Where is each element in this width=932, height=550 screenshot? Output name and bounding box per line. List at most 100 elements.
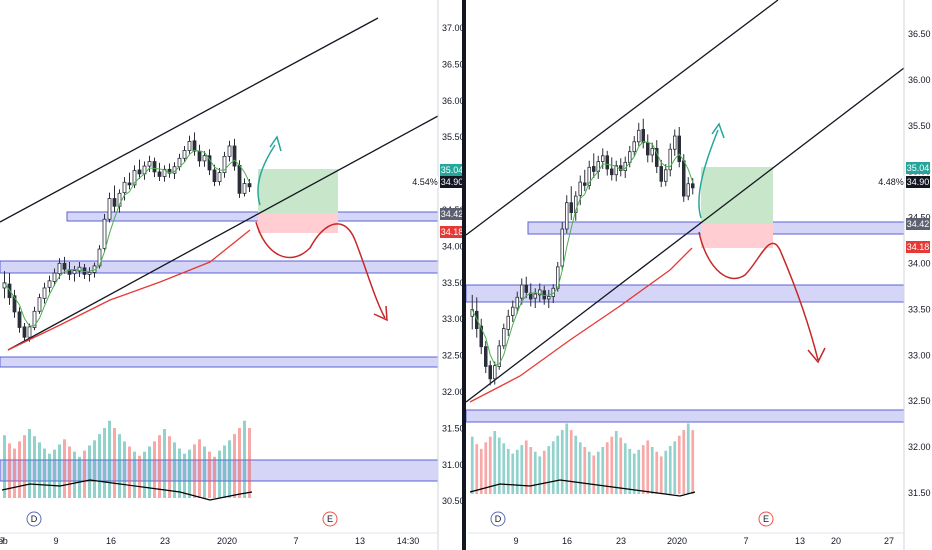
candle	[533, 293, 538, 299]
time-tick-label: 9	[513, 536, 518, 546]
left-chart-pane: 37.0036.5036.0035.5035.0034.5034.0033.50…	[0, 0, 465, 550]
volume-bar	[3, 435, 6, 498]
volume-bar	[574, 435, 578, 494]
stop-price-label: 34.18	[907, 242, 930, 252]
volume-bar	[213, 456, 216, 498]
volume-bar	[18, 441, 21, 498]
candle	[587, 166, 592, 186]
volume-bar	[138, 455, 141, 498]
volume-bar	[128, 446, 131, 498]
lower-trend-line	[7, 115, 439, 351]
candle	[520, 284, 524, 299]
candle	[27, 326, 32, 338]
candle	[192, 140, 197, 152]
fast-moving-average	[471, 141, 694, 365]
time-tick-label: 16	[562, 536, 572, 546]
candle	[17, 311, 22, 328]
last-pct-box	[412, 176, 438, 188]
volume-bar	[133, 451, 136, 498]
candle	[524, 284, 529, 293]
take-profit-price-tag	[906, 162, 930, 174]
volume-bar	[619, 437, 623, 494]
volume-bar	[533, 451, 537, 494]
volume-bar	[63, 439, 66, 498]
candle	[637, 129, 641, 143]
candle	[237, 165, 242, 194]
time-tick-label: 23	[160, 536, 170, 546]
candle	[565, 202, 569, 230]
volume-moving-average	[469, 479, 696, 497]
volume-bar	[650, 447, 654, 494]
volume-bar	[123, 441, 126, 498]
candle	[52, 272, 57, 282]
volume-bar	[641, 445, 645, 494]
candle	[682, 160, 686, 197]
price-tick-label: 32.50	[908, 396, 931, 406]
candle	[632, 141, 637, 153]
price-tick-label: 34.00	[908, 259, 931, 269]
event-marker-label: E	[327, 514, 333, 524]
price-tick-label: 32.00	[442, 387, 465, 397]
candle	[187, 141, 192, 151]
volume-bar	[38, 442, 41, 498]
event-marker	[26, 511, 42, 527]
pane-divider	[462, 0, 466, 550]
candle	[479, 325, 483, 348]
lower-trend-line	[465, 67, 905, 403]
event-marker	[490, 511, 506, 527]
volume-bar	[569, 430, 573, 494]
candle	[37, 297, 42, 312]
candle	[212, 169, 217, 183]
volume-bar	[48, 453, 51, 498]
time-tick-label: 2020	[667, 536, 687, 546]
volume-bar	[497, 437, 501, 494]
candle	[202, 155, 207, 162]
candle	[664, 169, 668, 182]
last-pct-box	[878, 176, 904, 188]
time-tick-label: 20	[831, 536, 841, 546]
stop-zone	[258, 213, 338, 233]
candle	[182, 150, 187, 159]
volume-bar	[646, 440, 650, 494]
candle	[222, 155, 227, 173]
price-tick-label: 31.50	[442, 423, 465, 433]
candle	[619, 165, 623, 172]
time-tick-label: 9	[53, 536, 58, 546]
candle	[515, 296, 520, 309]
candle	[677, 135, 682, 162]
upper-trend-line	[0, 17, 379, 223]
candle	[227, 145, 232, 157]
candle	[152, 161, 157, 173]
candle	[232, 145, 237, 167]
volume-bar	[8, 443, 11, 498]
volume-bar	[228, 440, 231, 498]
volume-bar	[208, 451, 211, 498]
price-tick-label: 33.50	[442, 278, 465, 288]
volume-bar	[108, 420, 111, 498]
candle	[497, 345, 501, 367]
candle	[127, 182, 132, 186]
last-price-tag	[440, 176, 464, 188]
time-tick-label: 16	[106, 536, 116, 546]
event-marker-label: D	[495, 514, 502, 524]
candle	[217, 172, 222, 183]
volume-bar	[655, 451, 659, 494]
target-zone	[258, 169, 338, 213]
last-price-label: 34.90	[441, 177, 464, 187]
candle	[488, 365, 492, 380]
volume-bar	[163, 428, 166, 498]
volume-bar	[148, 446, 151, 498]
volume-bar	[524, 440, 528, 494]
time-tick-label: 13	[795, 536, 805, 546]
candle	[614, 165, 619, 176]
volume-bar	[601, 447, 605, 494]
price-tick-label: 35.50	[442, 132, 465, 142]
volume-bar	[198, 439, 201, 498]
event-marker	[758, 511, 774, 527]
volume-bar	[547, 446, 551, 494]
candle	[77, 266, 82, 272]
volume-bar	[173, 442, 176, 498]
candle	[641, 129, 646, 144]
candle	[659, 166, 664, 182]
support-resistance-zone	[465, 409, 905, 423]
